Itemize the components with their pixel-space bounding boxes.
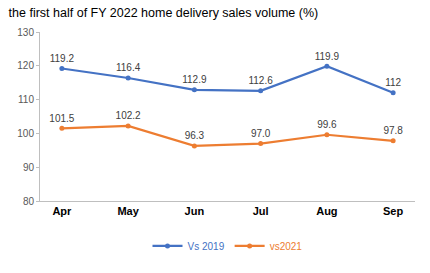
svg-text:101.5: 101.5 [49, 113, 74, 124]
svg-text:Sep: Sep [383, 205, 403, 217]
svg-text:Jul: Jul [253, 205, 269, 217]
svg-text:80: 80 [23, 196, 35, 207]
svg-text:102.2: 102.2 [116, 110, 141, 121]
svg-text:120: 120 [17, 60, 34, 71]
svg-text:112.9: 112.9 [182, 74, 207, 85]
svg-text:90: 90 [23, 162, 35, 173]
svg-text:Apr: Apr [52, 205, 72, 217]
svg-text:May: May [117, 205, 139, 217]
svg-text:the first half of FY 2022 home: the first half of FY 2022 home delivery … [9, 6, 319, 20]
svg-text:vs2021: vs2021 [270, 241, 303, 252]
svg-text:112: 112 [385, 77, 401, 88]
svg-text:110: 110 [18, 94, 34, 105]
svg-text:130: 130 [17, 27, 34, 38]
svg-text:99.6: 99.6 [317, 119, 337, 130]
svg-text:100: 100 [17, 128, 34, 139]
svg-text:Vs 2019: Vs 2019 [188, 241, 225, 252]
svg-text:112.6: 112.6 [248, 75, 273, 86]
svg-text:119.2: 119.2 [50, 53, 75, 64]
svg-text:96.3: 96.3 [185, 130, 205, 141]
svg-text:97.0: 97.0 [251, 128, 271, 139]
svg-text:97.8: 97.8 [383, 125, 403, 136]
svg-text:Jun: Jun [185, 205, 205, 217]
svg-text:Aug: Aug [316, 205, 337, 217]
svg-text:119.9: 119.9 [315, 51, 340, 62]
svg-text:116.4: 116.4 [116, 62, 141, 73]
